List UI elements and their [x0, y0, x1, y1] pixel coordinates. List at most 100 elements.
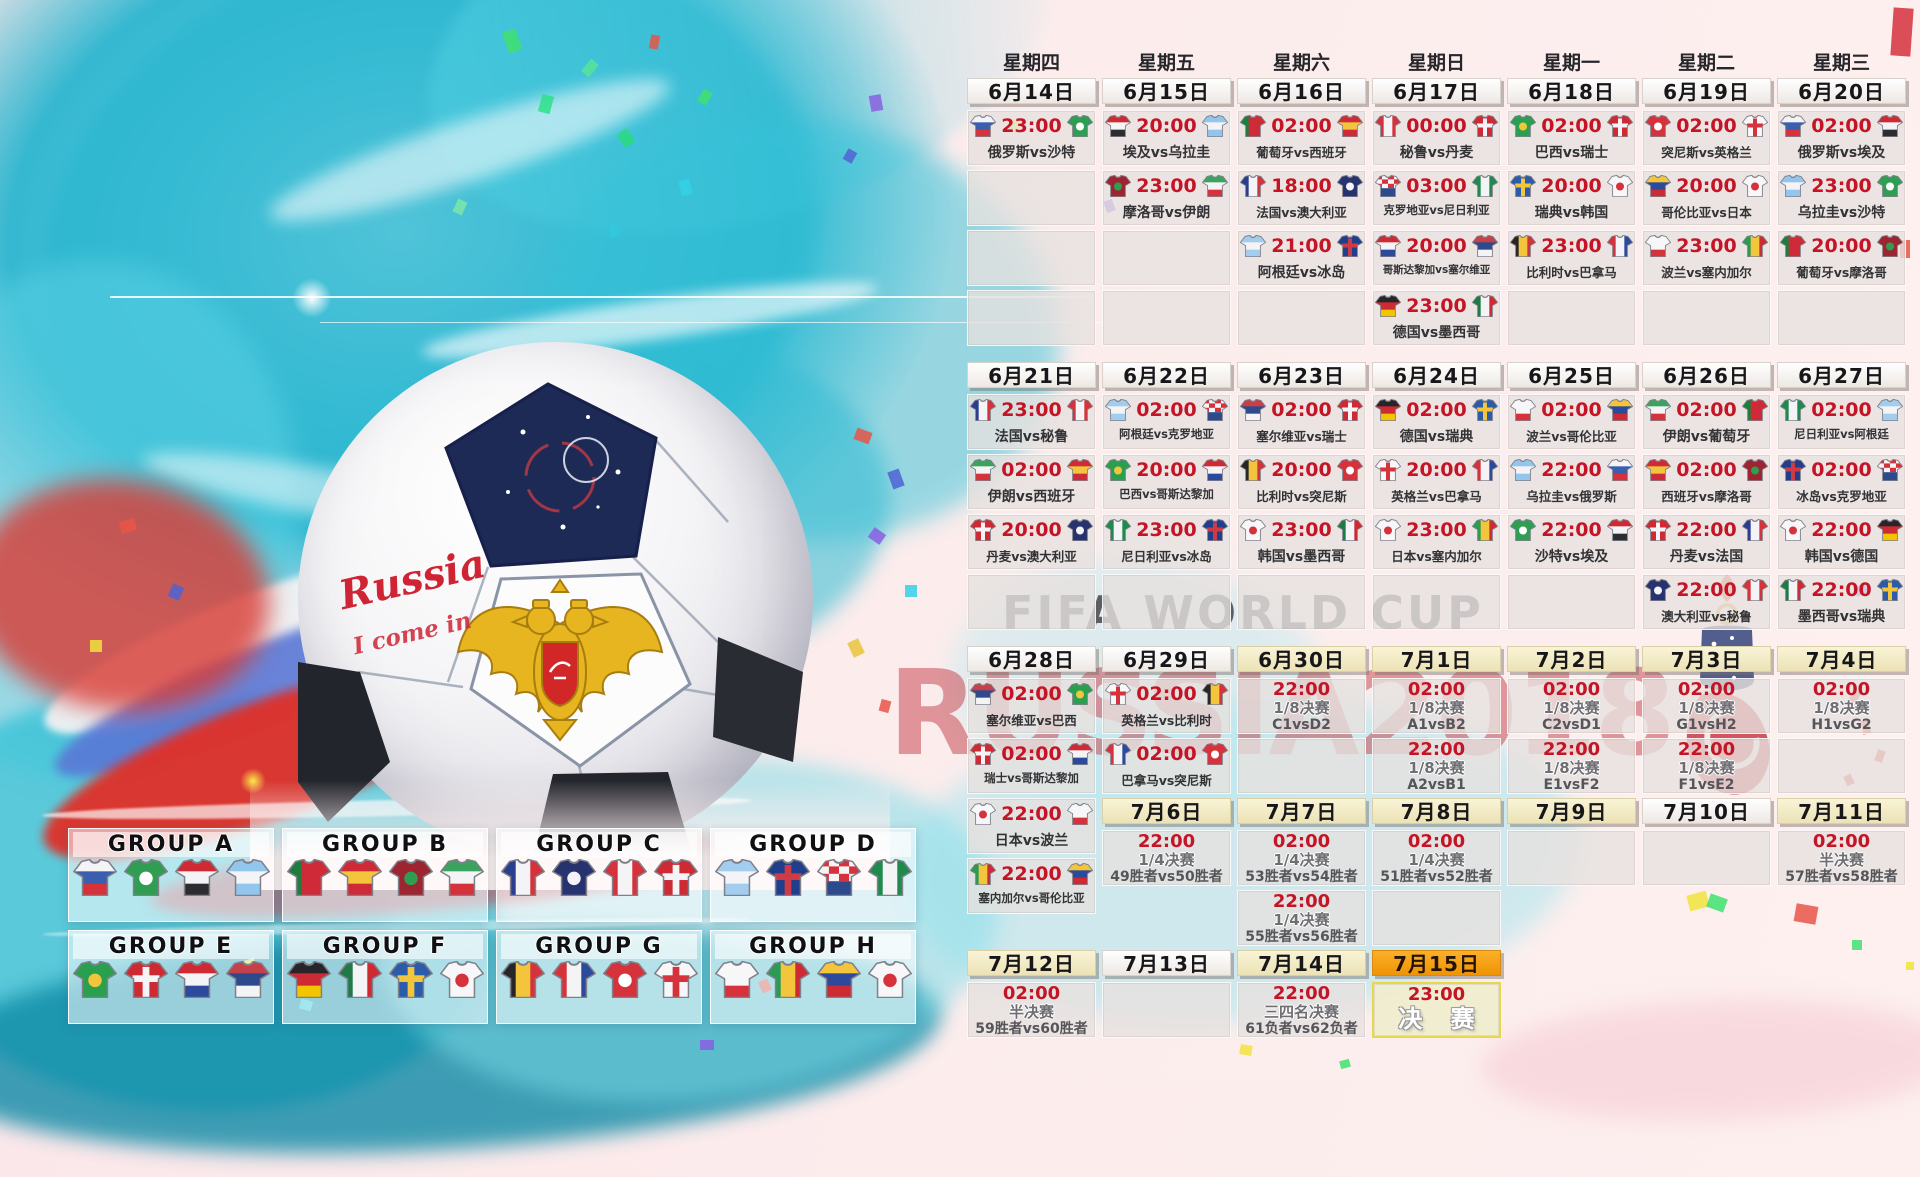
match-time: 02:00 [1136, 683, 1197, 705]
group-jersey-row [711, 961, 915, 998]
group-box: GROUP E [68, 930, 274, 1024]
knockout-cell: 02:00 1/8决赛 H1vsG2 [1777, 678, 1906, 734]
match-top: 02:00 [1508, 111, 1635, 138]
match-cell: 23:00 比利时vs巴拿马 [1507, 230, 1636, 286]
jersey-icon [1741, 399, 1768, 421]
date-header: 7月10日 [1642, 798, 1771, 824]
calendar-column: 6月18日 02:00 巴西vs瑞士 20:00 瑞典vs韩国 23:00 比利时vs巴拿马 [1504, 78, 1639, 350]
pairing-label: A1vsB2 [1407, 717, 1466, 733]
match-cell: 02:00 巴西vs瑞士 [1507, 110, 1636, 166]
match-top: 02:00 [1778, 111, 1905, 138]
final-label: 决 赛 [1398, 1005, 1485, 1033]
group-title: GROUP F [287, 934, 483, 959]
match-time: 22:00 [1001, 863, 1062, 885]
match-time: 21:00 [1271, 235, 1332, 257]
match-cell: 20:00 哥斯达黎加vs塞尔维亚 [1372, 230, 1501, 286]
confetti-piece [1906, 962, 1914, 970]
group-box: GROUP F [282, 930, 488, 1024]
match-cell: 02:00 伊朗vs葡萄牙 [1642, 394, 1771, 450]
empty-cell [1777, 290, 1906, 346]
date-header: 7月4日 [1777, 646, 1906, 672]
match-time: 20:00 [1136, 459, 1197, 481]
match-teams-label: 哥伦比亚vs日本 [1661, 205, 1752, 220]
jersey-icon [653, 859, 698, 896]
match-time: 23:00 [1541, 235, 1602, 257]
calendar-band: 6月14日 23:00 俄罗斯vs沙特 6月15日 20:00 埃及vs乌拉圭 23:00 摩… [964, 78, 1910, 350]
jersey-icon [1375, 519, 1401, 541]
match-top: 22:00 [1643, 575, 1770, 602]
match-teams-label: 英格兰vs巴拿马 [1391, 489, 1482, 504]
jersey-icon [1471, 115, 1498, 137]
jersey-icon [1876, 579, 1903, 601]
match-teams-label: 法国vs秘鲁 [994, 429, 1069, 445]
jersey-icon [1240, 459, 1266, 481]
confetti-piece [610, 225, 619, 237]
match-teams-label: 乌拉圭vs俄罗斯 [1526, 489, 1617, 504]
match-cell: 20:00 哥伦比亚vs日本 [1642, 170, 1771, 226]
match-teams-label: 墨西哥vs瑞典 [1797, 609, 1886, 625]
match-time: 20:00 [1271, 459, 1332, 481]
match-time: 02:00 [1271, 399, 1332, 421]
match-cell: 22:00 墨西哥vs瑞典 [1777, 574, 1906, 630]
match-top: 23:00 [1238, 515, 1365, 542]
empty-cell [1102, 230, 1231, 286]
match-teams-label: 比利时vs巴拿马 [1526, 265, 1617, 280]
pairing-label: 49胜者vs50胜者 [1110, 869, 1223, 885]
match-time: 02:00 [1676, 115, 1737, 137]
jersey-icon [337, 961, 382, 998]
jersey-icon [1876, 399, 1903, 421]
match-top: 20:00 [1238, 455, 1365, 482]
date-header: 7月6日 [1102, 798, 1231, 824]
match-time: 02:00 [1272, 831, 1331, 852]
date-header: 7月2日 [1507, 646, 1636, 672]
jersey-icon [970, 683, 996, 705]
match-top: 02:00 [968, 455, 1095, 482]
match-cell: 02:00 波兰vs哥伦比亚 [1507, 394, 1636, 450]
match-teams-label: 伊朗vs葡萄牙 [1662, 429, 1751, 445]
jersey-icon [1201, 399, 1228, 421]
match-teams-label: 伊朗vs西班牙 [987, 489, 1076, 505]
jersey-icon [500, 961, 545, 998]
group-box: GROUP H [710, 930, 916, 1024]
match-cell: 23:00 波兰vs塞内加尔 [1642, 230, 1771, 286]
stage-label: 1/8决赛 [1408, 699, 1465, 717]
match-top: 23:00 [968, 111, 1095, 138]
match-teams-label: 克罗地亚vs尼日利亚 [1383, 203, 1490, 217]
match-time: 02:00 [1812, 831, 1871, 852]
match-cell: 23:00 韩国vs墨西哥 [1237, 514, 1366, 570]
jersey-icon [714, 961, 759, 998]
jersey-icon [1645, 519, 1671, 541]
pairing-label: 59胜者vs60胜者 [975, 1021, 1088, 1037]
weekday-label: 星期五 [1137, 52, 1195, 74]
jersey-icon [653, 961, 698, 998]
match-cell: 22:00 澳大利亚vs秘鲁 [1642, 574, 1771, 630]
match-time: 02:00 [1407, 831, 1466, 852]
match-teams-label: 韩国vs墨西哥 [1257, 549, 1346, 565]
jersey-icon [1201, 175, 1228, 197]
jersey-icon [1066, 683, 1093, 705]
jersey-icon [72, 859, 117, 896]
empty-cell [967, 170, 1096, 226]
jersey-icon [867, 961, 912, 998]
calendar-column: 6月23日 02:00 塞尔维亚vs瑞士 20:00 比利时vs突尼斯 23:00 韩国vs… [1234, 362, 1369, 634]
match-cell: 02:00 突尼斯vs英格兰 [1642, 110, 1771, 166]
group-title: GROUP C [501, 832, 697, 857]
match-cell: 23:00 俄罗斯vs沙特 [967, 110, 1096, 166]
group-box: GROUP G [496, 930, 702, 1024]
match-teams-label: 德国vs瑞典 [1399, 429, 1474, 445]
jersey-icon [1336, 399, 1363, 421]
jersey-icon [1606, 459, 1633, 481]
jersey-icon [1066, 519, 1093, 541]
match-top: 02:00 [1643, 111, 1770, 138]
jersey-icon [1201, 743, 1228, 765]
jersey-icon [1645, 175, 1671, 197]
match-time: 02:00 [1812, 679, 1871, 700]
calendar-column: 6月21日 23:00 法国vs秘鲁 02:00 伊朗vs西班牙 20:00 丹麦vs澳大利… [964, 362, 1099, 634]
group-jersey-row [711, 859, 915, 896]
light-streak [320, 322, 1140, 323]
match-teams-label: 塞尔维亚vs巴西 [986, 713, 1077, 728]
empty-cell [967, 574, 1096, 630]
match-teams-label: 波兰vs哥伦比亚 [1526, 429, 1617, 444]
date-header: 6月30日 [1237, 646, 1366, 672]
match-time: 00:00 [1406, 115, 1467, 137]
